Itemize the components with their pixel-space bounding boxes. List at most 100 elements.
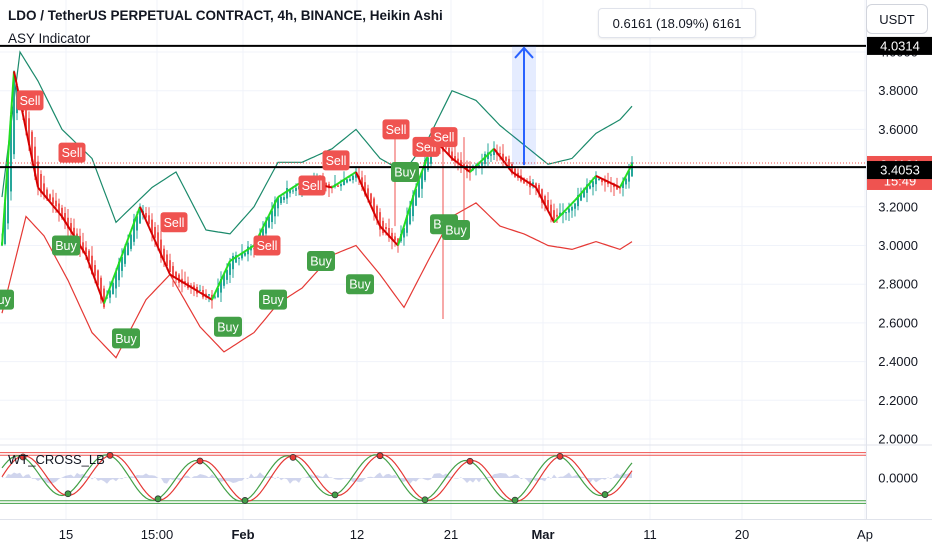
trend-line-segment bbox=[139, 206, 144, 214]
buy-signal[interactable]: Buy bbox=[346, 274, 374, 295]
sell-signal[interactable]: Sell bbox=[160, 212, 188, 233]
trend-line-segment bbox=[613, 183, 618, 187]
y-tick-label: 2.2000 bbox=[878, 393, 918, 408]
trend-line-segment bbox=[286, 188, 291, 193]
candle-body bbox=[169, 260, 171, 272]
trend-line-segment bbox=[94, 279, 99, 288]
candle-body bbox=[7, 159, 9, 224]
candle-body bbox=[190, 285, 192, 287]
trend-line-segment bbox=[127, 230, 132, 240]
candle-body bbox=[460, 160, 462, 168]
candle-body bbox=[160, 239, 162, 258]
trend-line-segment bbox=[583, 185, 588, 191]
candle-body bbox=[577, 195, 579, 207]
candle-body bbox=[94, 264, 96, 276]
trend-line-segment bbox=[145, 219, 150, 228]
signal-badge bbox=[298, 175, 326, 196]
buy-signal[interactable]: Buy bbox=[391, 161, 419, 182]
trend-line-segment bbox=[406, 206, 411, 217]
trend-line-segment bbox=[601, 177, 606, 182]
buy-signal[interactable]: Buy bbox=[259, 289, 287, 310]
candle-body bbox=[454, 156, 456, 162]
candle-body bbox=[574, 203, 576, 209]
candle-body bbox=[112, 282, 114, 295]
currency-button[interactable]: USDT bbox=[866, 4, 928, 34]
trend-line-segment bbox=[58, 212, 63, 218]
candle-body bbox=[103, 288, 105, 308]
candle-body bbox=[427, 157, 429, 171]
candle-body bbox=[403, 228, 405, 238]
candle-body bbox=[349, 178, 351, 181]
osc-cross-dot bbox=[601, 491, 609, 498]
trend-line-segment bbox=[280, 192, 285, 197]
candle-body bbox=[67, 217, 69, 229]
measure-tooltip: 0.6161 (18.09%) 6161 bbox=[598, 8, 756, 38]
candle-body bbox=[565, 211, 567, 214]
sell-signal[interactable]: Sell bbox=[382, 119, 410, 140]
sell-signal[interactable]: Sell bbox=[253, 235, 281, 256]
trend-line-segment bbox=[202, 293, 207, 297]
trend-line-segment bbox=[559, 212, 564, 217]
sell-signal[interactable]: Sell bbox=[322, 150, 350, 171]
candle-body bbox=[424, 159, 426, 181]
candle-body bbox=[508, 158, 510, 169]
trend-line-segment bbox=[418, 170, 423, 180]
sell-signal[interactable]: Sell bbox=[298, 175, 326, 196]
trend-line-segment bbox=[622, 175, 627, 183]
buy-signal[interactable]: Buy bbox=[112, 328, 140, 349]
candle-body bbox=[100, 277, 102, 300]
y-tick-label: 2.0000 bbox=[878, 432, 918, 447]
trend-line-segment bbox=[241, 250, 246, 255]
trend-line-segment bbox=[52, 204, 57, 210]
trend-line-segment bbox=[568, 202, 573, 208]
candle-body bbox=[109, 290, 111, 298]
trend-line-segment bbox=[454, 159, 459, 164]
trend-line-segment bbox=[541, 198, 546, 206]
trend-line-segment bbox=[481, 156, 486, 162]
candle-body bbox=[532, 182, 534, 185]
trend-line-segment bbox=[547, 210, 552, 217]
buy-signal[interactable]: Buy bbox=[307, 250, 335, 271]
candle-body bbox=[241, 252, 243, 259]
trend-line-segment bbox=[82, 249, 87, 256]
trend-line-segment bbox=[580, 189, 585, 195]
buy-signal[interactable]: Buy bbox=[214, 316, 242, 337]
trend-line-segment bbox=[448, 154, 453, 160]
trend-line-segment bbox=[157, 247, 162, 255]
trend-line-segment bbox=[238, 252, 243, 257]
indicator-label[interactable]: ASY Indicator bbox=[8, 31, 91, 46]
sell-signal[interactable]: Sell bbox=[58, 142, 86, 163]
sell-signal[interactable]: Sell bbox=[16, 90, 44, 111]
candle-body bbox=[397, 238, 399, 244]
trend-line-segment bbox=[502, 159, 507, 165]
trend-line-segment bbox=[217, 279, 222, 288]
candle-body bbox=[388, 228, 390, 238]
candle-body bbox=[46, 189, 48, 200]
sell-signal[interactable]: Sell bbox=[430, 127, 458, 148]
candle-body bbox=[385, 226, 387, 230]
buy-signal[interactable]: Buy bbox=[0, 289, 14, 310]
candle-body bbox=[409, 208, 411, 225]
candle-body bbox=[121, 256, 123, 271]
trend-line-segment bbox=[37, 186, 42, 192]
trend-line-segment bbox=[415, 179, 420, 188]
candle-body bbox=[598, 178, 600, 180]
candle-body bbox=[157, 232, 159, 247]
buy-signal[interactable]: Buy bbox=[442, 220, 470, 241]
candle-body bbox=[28, 118, 30, 146]
signal-badge bbox=[160, 212, 188, 233]
candle-body bbox=[337, 185, 339, 187]
candle-body bbox=[616, 185, 618, 190]
oscillator-label[interactable]: WT_CROSS_LB bbox=[8, 452, 105, 467]
candle-body bbox=[355, 173, 357, 178]
y-tick-label: 3.6000 bbox=[878, 122, 918, 137]
candle-body bbox=[622, 180, 624, 188]
signal-label: Sell bbox=[257, 239, 278, 253]
candle-body bbox=[631, 162, 633, 177]
trend-line-segment bbox=[337, 180, 342, 185]
trend-line-segment bbox=[64, 220, 69, 227]
buy-signal[interactable]: Buy bbox=[52, 235, 80, 256]
trend-line-segment bbox=[34, 172, 39, 188]
